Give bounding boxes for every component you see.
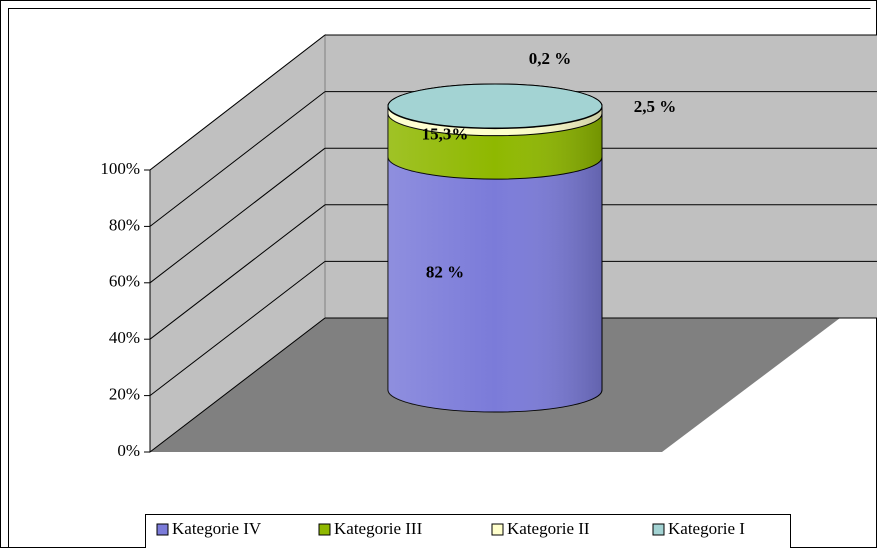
cylinder-top <box>387 83 603 129</box>
data-label: 82 % <box>426 262 464 281</box>
grid-line-side <box>149 91 326 227</box>
bar-shade <box>388 135 602 412</box>
grid-line-side <box>149 204 326 340</box>
legend-label: Kategorie II <box>507 519 590 538</box>
y-tick-label: 40% <box>109 328 140 347</box>
data-label: 0,2 % <box>529 49 572 68</box>
legend <box>145 514 791 548</box>
y-tick-label: 100% <box>100 159 140 178</box>
legend-swatch <box>156 523 169 536</box>
chart-area-border <box>8 8 871 547</box>
grid-line-side <box>149 261 326 396</box>
y-tick-label: 0% <box>117 441 140 460</box>
y-tick-label: 60% <box>109 272 140 291</box>
data-label: 15,3% <box>422 124 469 143</box>
grid-line-side <box>149 147 326 284</box>
legend-label: Kategorie III <box>334 519 423 538</box>
legend-swatch <box>491 523 504 536</box>
grid-line-side <box>149 34 326 171</box>
y-tick-label: 20% <box>109 385 140 404</box>
y-tick-label: 80% <box>109 215 140 234</box>
legend-label: Kategorie I <box>668 519 745 538</box>
legend-label: Kategorie IV <box>172 519 262 538</box>
legend-swatch <box>318 523 331 536</box>
grid-line-side <box>149 317 326 453</box>
legend-swatch <box>652 523 665 536</box>
data-label: 2,5 % <box>634 97 677 116</box>
